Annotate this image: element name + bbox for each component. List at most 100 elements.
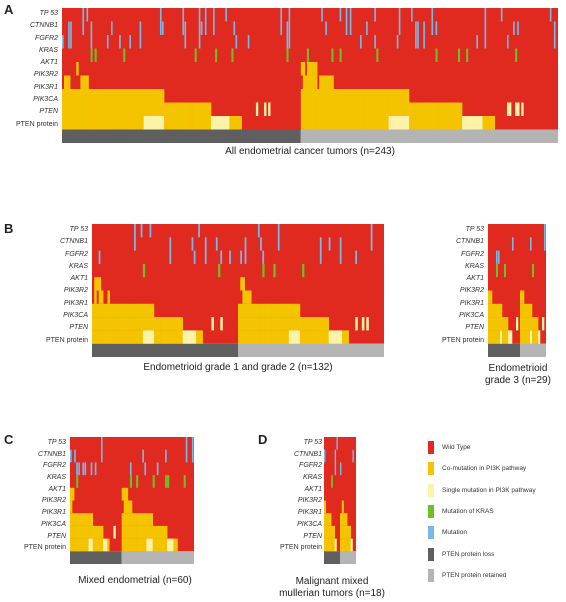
pi3k-mutation-cell xyxy=(146,513,149,526)
pi3k-mutation-cell xyxy=(131,89,134,103)
pi3k-mutation-cell xyxy=(119,102,122,116)
pten-protein-loss-cell xyxy=(92,343,238,357)
pi3k-mutation-cell xyxy=(142,317,146,331)
gene-label: CTNNB1 xyxy=(37,450,66,458)
pi3k-mutation-cell xyxy=(345,102,349,116)
pi3k-mutation-cell xyxy=(72,487,75,501)
caption-line: Endometrioid xyxy=(488,363,548,374)
pi3k-mutation-cell xyxy=(137,89,140,103)
mutation-cell xyxy=(101,437,103,463)
pi3k-mutation-cell xyxy=(127,538,131,552)
pi3k-mutation-cell xyxy=(194,102,198,116)
pi3k-mutation-cell xyxy=(94,290,97,304)
panel-letter-c: C xyxy=(4,432,14,447)
mutation-cell xyxy=(215,237,218,251)
pi3k-mutation-cell xyxy=(306,116,310,130)
pi3k-mutation-cell xyxy=(349,116,353,130)
pi3k-mutation-cell xyxy=(113,525,116,539)
pi3k-mutation-cell xyxy=(308,89,312,103)
kras-mutation-cell xyxy=(123,48,126,62)
pi3k-mutation-cell xyxy=(114,317,117,331)
gene-label: TP 53 xyxy=(465,226,484,233)
pi3k-mutation-cell xyxy=(98,303,102,318)
pi3k-mutation-cell xyxy=(235,116,238,130)
pi3k-mutation-cell xyxy=(147,116,151,130)
pi3k-mutation-cell xyxy=(144,538,147,552)
pi3k-mutation-cell xyxy=(306,102,310,116)
gene-label-pten-protein: PTEN protein xyxy=(23,544,66,552)
mutation-cell xyxy=(198,224,200,238)
pi3k-mutation-cell xyxy=(264,330,268,344)
pi3k-mutation-cell xyxy=(155,102,159,116)
pi3k-mutation-cell xyxy=(158,538,162,552)
pi3k-mutation-cell xyxy=(125,525,129,539)
mutation-cell xyxy=(156,462,159,476)
pi3k-mutation-cell xyxy=(100,89,104,103)
pi3k-mutation-cell xyxy=(366,116,369,130)
pi3k-mutation-cell xyxy=(174,102,177,116)
pi3k-mutation-cell xyxy=(74,89,77,103)
pi3k-mutation-cell xyxy=(123,487,127,501)
pi3k-mutation-cell xyxy=(492,317,495,331)
pi3k-mutation-cell xyxy=(327,525,330,539)
pi3k-mutation-cell xyxy=(244,290,248,304)
mutation-cell xyxy=(191,437,194,463)
pi3k-mutation-cell xyxy=(144,513,147,526)
pi3k-mutation-cell xyxy=(343,513,346,526)
pi3k-mutation-cell xyxy=(341,116,344,130)
pi3k-mutation-cell xyxy=(526,317,529,331)
pi3k-mutation-cell xyxy=(129,102,132,116)
pi3k-mutation-cell xyxy=(123,102,126,116)
pi3k-mutation-cell xyxy=(268,317,272,331)
mutation-cell xyxy=(229,250,231,264)
pi3k-mutation-cell xyxy=(439,102,442,116)
mutation-cell xyxy=(484,35,487,49)
pi3k-mutation-cell xyxy=(321,116,324,130)
pi3k-mutation-cell xyxy=(315,116,318,130)
mutation-cell xyxy=(352,449,354,463)
pi3k-mutation-cell xyxy=(92,317,95,331)
pi3k-mutation-cell xyxy=(70,513,73,526)
pi3k-mutation-cell xyxy=(92,89,95,103)
pi3k-mutation-cell xyxy=(404,116,408,130)
heatmap-b-grade3 xyxy=(488,224,546,357)
pi3k-mutation-cell xyxy=(449,102,453,116)
pi3k-mutation-cell xyxy=(408,102,412,116)
pi3k-mutation-cell xyxy=(348,525,351,539)
pi3k-mutation-cell xyxy=(169,330,172,344)
pi3k-mutation-cell xyxy=(158,525,162,539)
mutation-cell xyxy=(500,8,503,22)
mutation-cell xyxy=(260,237,262,251)
pten-protein-retained-cell xyxy=(121,551,194,564)
pi3k-mutation-cell xyxy=(376,102,379,116)
mutation-cell xyxy=(339,237,342,264)
pi3k-mutation-cell xyxy=(115,102,118,116)
pi3k-mutation-cell xyxy=(339,102,342,116)
pi3k-mutation-cell xyxy=(156,330,159,344)
pi3k-mutation-cell xyxy=(322,330,325,344)
pi3k-mutation-cell xyxy=(522,290,525,304)
pi3k-mutation-cell xyxy=(142,538,145,552)
pi3k-mutation-cell xyxy=(340,513,343,526)
pi3k-mutation-cell xyxy=(488,317,491,331)
mutation-cell xyxy=(200,21,203,35)
pi3k-mutation-cell xyxy=(84,89,87,103)
pi3k-mutation-cell xyxy=(88,116,91,130)
pi3k-mutation-cell xyxy=(82,513,85,526)
pi3k-mutation-cell xyxy=(315,89,318,103)
pi3k-mutation-cell xyxy=(324,513,327,526)
pi3k-mutation-cell xyxy=(190,102,193,116)
gene-label: FGFR2 xyxy=(299,462,322,470)
pi3k-mutation-cell xyxy=(277,330,281,344)
pi3k-mutation-cell xyxy=(339,116,342,130)
pi3k-mutation-cell xyxy=(431,116,434,130)
pi3k-mutation-cell xyxy=(150,538,153,552)
pi3k-mutation-cell xyxy=(76,538,79,552)
pi3k-mutation-cell xyxy=(398,89,402,103)
pi3k-mutation-cell xyxy=(98,277,102,291)
pi3k-mutation-cell xyxy=(145,330,148,344)
pi3k-mutation-cell xyxy=(162,330,166,344)
pi3k-mutation-cell xyxy=(163,538,166,552)
kras-mutation-cell xyxy=(136,475,139,488)
pi3k-mutation-cell xyxy=(323,116,326,130)
